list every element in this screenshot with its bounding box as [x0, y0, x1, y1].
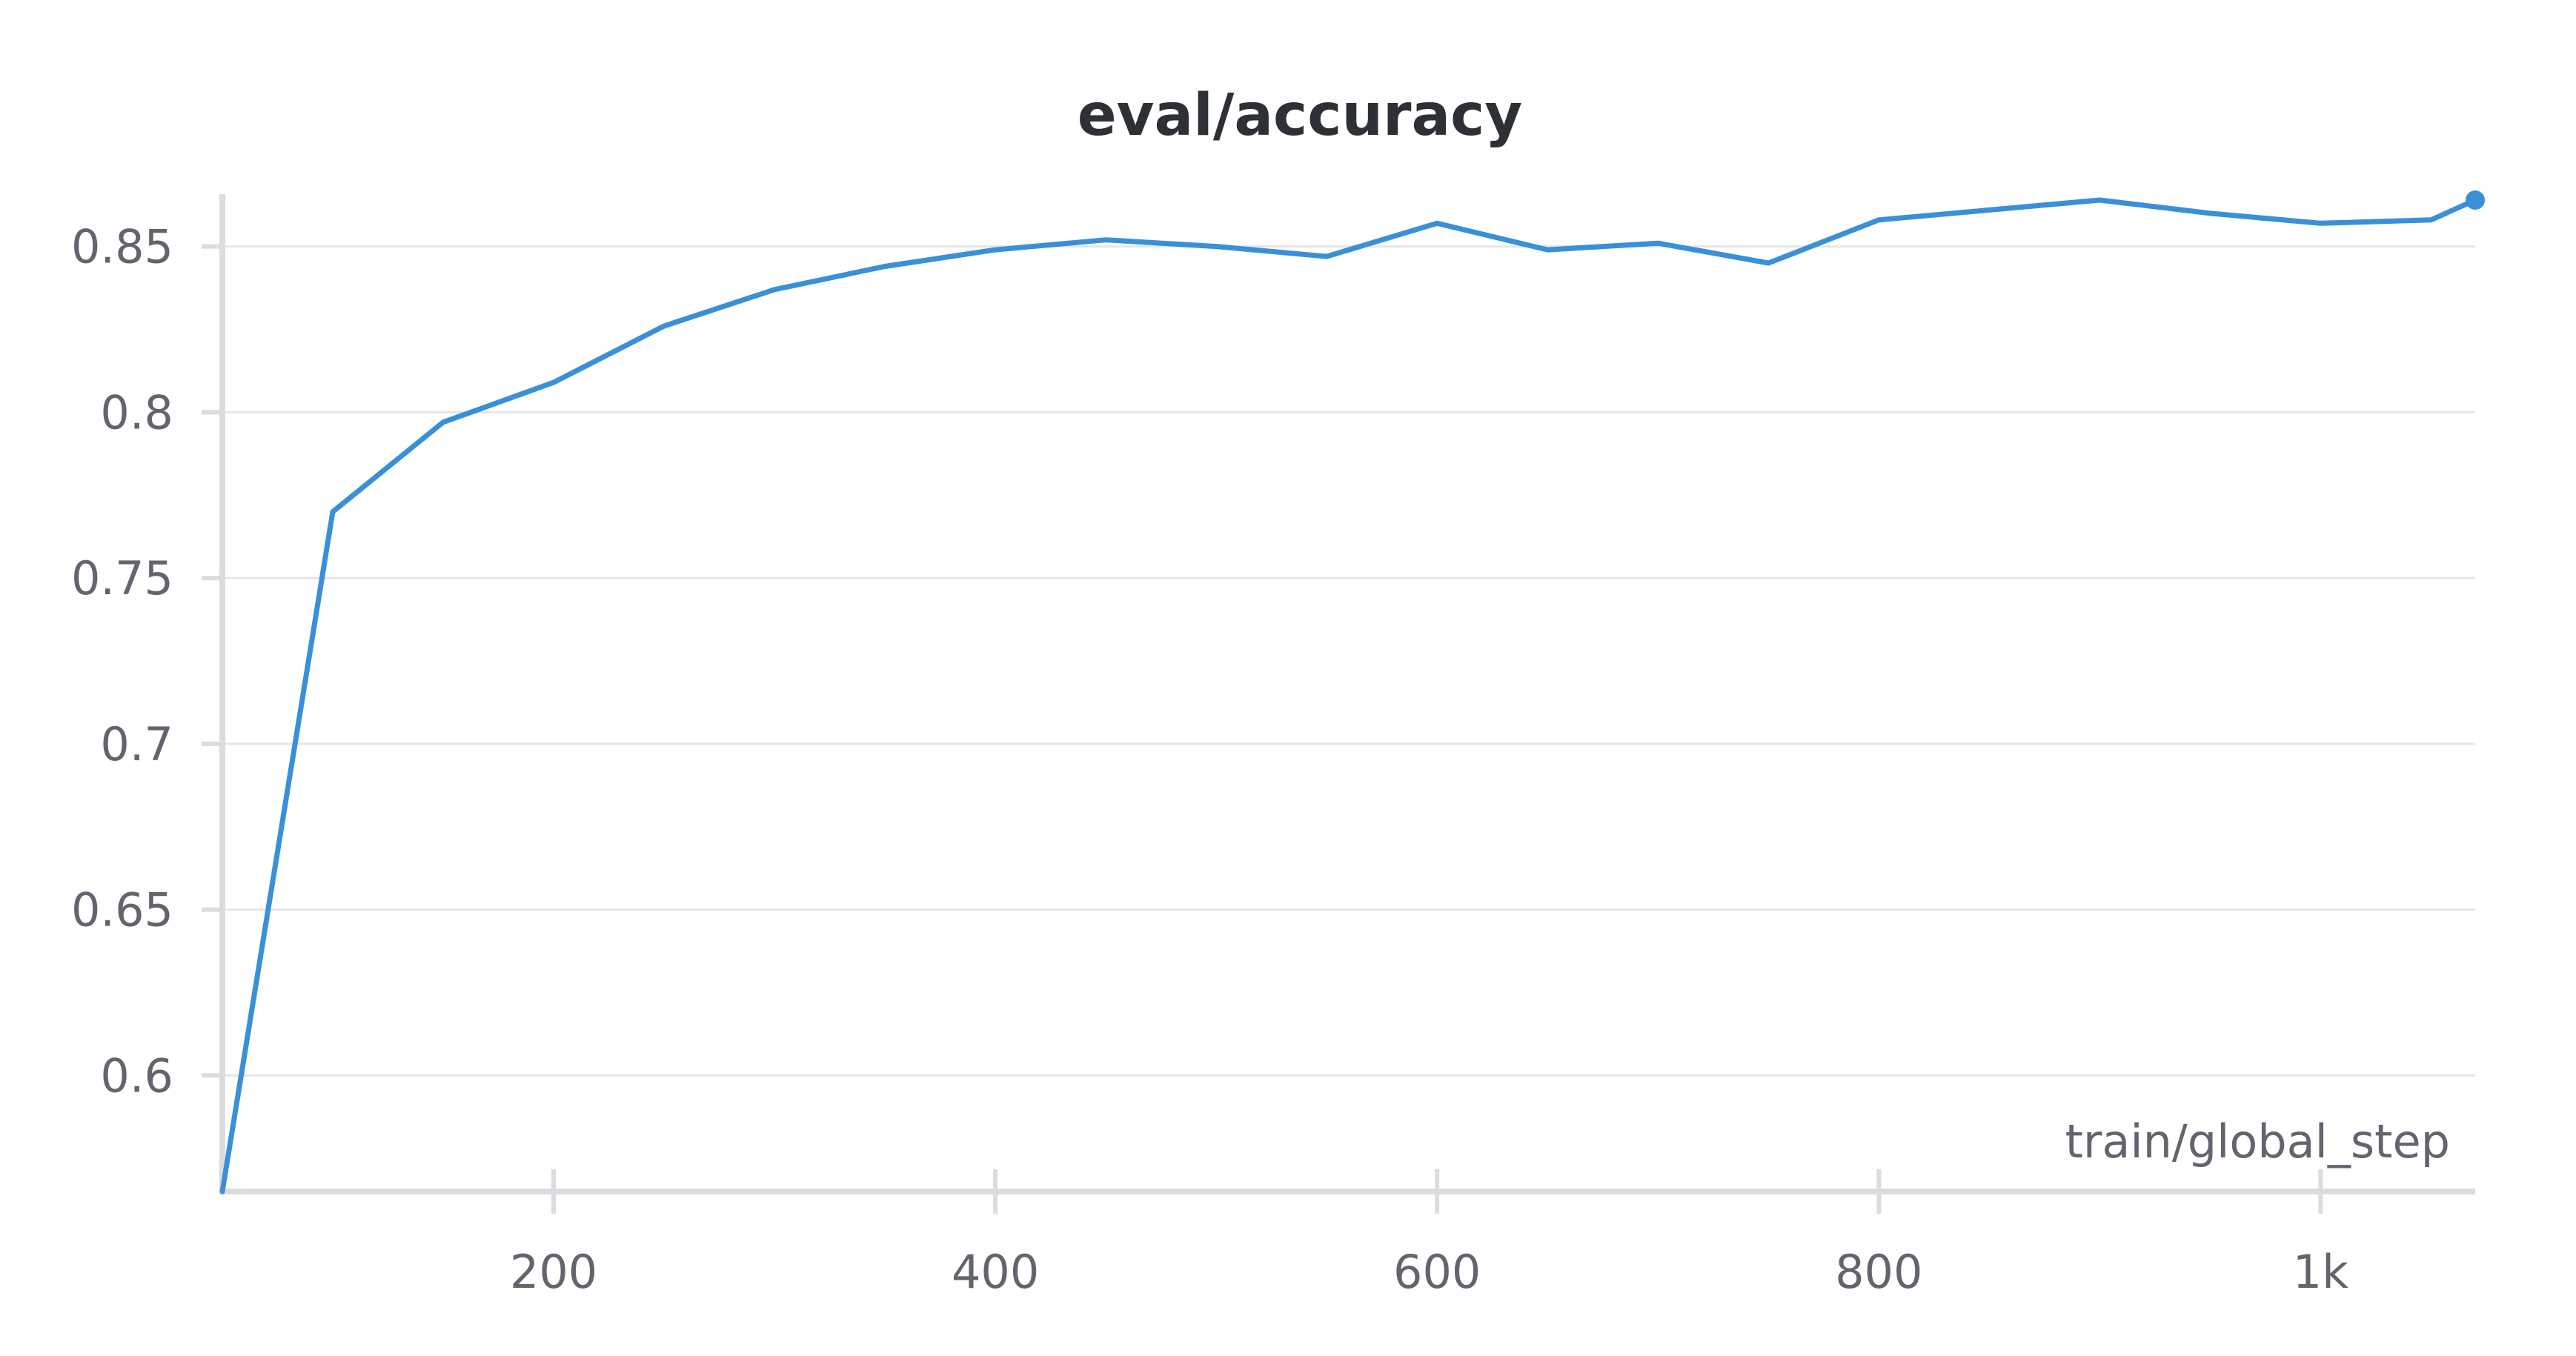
axis-layer: 0.6 0.65 0.7 0.75 0.8 0.85 200 400 600 800 1k: [71, 194, 2475, 1299]
series-layer: [219, 190, 2485, 1194]
y-tick-label: 0.75: [71, 551, 173, 605]
y-tick-label: 0.7: [100, 717, 173, 771]
y-tick-label: 0.65: [71, 883, 173, 937]
x-tick-label: 400: [952, 1245, 1039, 1299]
x-tick-label: 200: [510, 1245, 597, 1299]
y-tick-label: 0.85: [71, 220, 173, 274]
last-point-marker: [2466, 190, 2485, 210]
grid-layer: [222, 245, 2475, 1077]
accuracy-series-line: [219, 197, 2478, 1194]
x-tick-label: 600: [1393, 1245, 1481, 1299]
x-tick-label: 1k: [2293, 1245, 2348, 1299]
y-tick-label: 0.8: [100, 385, 173, 439]
x-tick-label: 800: [1835, 1245, 1922, 1299]
y-tick-label: 0.6: [100, 1048, 173, 1103]
chart-title: eval/accuracy: [1078, 82, 1522, 149]
x-axis-label: train/global_step: [2065, 1114, 2450, 1169]
